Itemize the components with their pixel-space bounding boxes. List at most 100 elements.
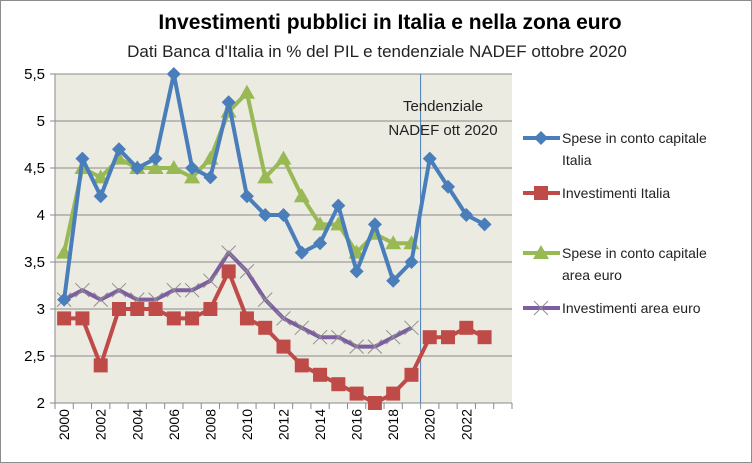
data-point-investimenti-italia	[130, 302, 145, 316]
data-point-investimenti-italia	[111, 302, 126, 316]
data-point-spese-in-conto-capitale-italia	[349, 264, 364, 279]
data-point-spese-in-conto-capitale-italia	[239, 189, 254, 204]
data-point-spese-in-conto-capitale-italia	[331, 198, 346, 213]
data-point-investimenti-area-euro	[349, 339, 364, 354]
x-marker-stroke	[294, 320, 310, 336]
data-point-investimenti-italia	[441, 330, 456, 345]
x-tick-label: 2012	[276, 409, 292, 440]
data-point-spese-in-conto-capitale-italia	[422, 151, 437, 166]
data-point-investimenti-area-euro	[276, 311, 291, 326]
data-point-spese-in-conto-capitale-italia	[111, 142, 126, 157]
y-tick-label: 2,5	[24, 348, 45, 365]
legend-marker-icon	[533, 300, 549, 316]
y-tick-label: 3	[37, 301, 45, 318]
data-point-spese-in-conto-capitale-area-euro	[147, 160, 164, 174]
data-point-investimenti-italia	[93, 358, 108, 373]
data-point-investimenti-italia	[477, 330, 492, 345]
data-point-spese-in-conto-capitale-italia	[148, 151, 163, 166]
data-point-spese-in-conto-capitale-area-euro	[184, 169, 201, 184]
x-marker-stroke	[312, 329, 328, 345]
data-point-investimenti-italia	[294, 358, 309, 373]
x-marker-stroke	[221, 245, 237, 260]
series-line-investimenti-area-euro	[63, 250, 413, 349]
x-tick-label: 2002	[93, 409, 109, 440]
data-point-investimenti-area-euro	[75, 282, 90, 298]
legend-label-line-2: Italia	[562, 152, 592, 168]
x-marker-stroke	[75, 282, 90, 298]
data-point-spese-in-conto-capitale-area-euro	[92, 169, 109, 184]
x-marker-stroke	[203, 273, 218, 289]
data-point-spese-in-conto-capitale-area-euro	[385, 235, 402, 250]
data-point-investimenti-area-euro	[404, 320, 419, 336]
x-marker-stroke	[330, 329, 346, 345]
data-point-investimenti-italia	[313, 367, 328, 382]
y-tick-label: 4,5	[24, 160, 45, 177]
data-point-investimenti-area-euro	[367, 339, 383, 354]
y-tick-label: 4	[37, 207, 45, 224]
legend-item-spese-in-conto-capitale-area-euro: Spese in conto capitale area euro	[523, 245, 707, 283]
data-point-investimenti-area-euro	[257, 292, 273, 307]
chart-subtitle: Dati Banca d'Italia in % del PIL e tende…	[127, 42, 627, 61]
x-marker-stroke	[239, 264, 255, 279]
legend-label: Investimenti Italia	[562, 185, 670, 201]
annotation-line-2: NADEF ott 2020	[388, 122, 497, 139]
data-point-investimenti-area-euro	[111, 282, 127, 298]
x-marker-stroke	[93, 292, 109, 307]
y-tick-label: 5,5	[24, 66, 45, 83]
data-point-spese-in-conto-capitale-italia	[477, 217, 492, 232]
y-tick-label: 2	[37, 395, 45, 412]
x-tick-label: 2000	[56, 409, 72, 440]
legend: Spese in conto capitale Italia Investiment…	[523, 130, 707, 316]
data-point-spese-in-conto-capitale-italia	[75, 151, 90, 166]
legend-item-spese-in-conto-capitale-italia: Spese in conto capitale Italia	[523, 130, 707, 168]
data-point-investimenti-italia	[422, 330, 437, 345]
data-point-investimenti-area-euro	[203, 273, 218, 289]
chart-title: Investimenti pubblici in Italia e nella …	[158, 11, 621, 34]
data-point-spese-in-conto-capitale-italia	[459, 208, 474, 222]
data-point-spese-in-conto-capitale-area-euro	[275, 150, 292, 165]
x-marker-stroke	[349, 339, 364, 354]
y-tick-label: 3,5	[24, 254, 45, 271]
data-point-spese-in-conto-capitale-italia	[294, 245, 309, 260]
data-point-spese-in-conto-capitale-italia	[57, 292, 72, 307]
annotation-line-1: Tendenziale	[403, 98, 483, 115]
data-point-investimenti-italia	[239, 311, 254, 326]
legend-item-investimenti-area-euro: Investimenti area euro	[523, 300, 701, 316]
x-marker-stroke	[533, 300, 549, 316]
data-point-investimenti-italia	[349, 386, 364, 401]
legend-label: Spese in conto capitale	[562, 245, 707, 261]
legend-marker-icon	[534, 131, 548, 145]
data-point-spese-in-conto-capitale-italia	[386, 273, 401, 288]
data-point-investimenti-italia	[185, 311, 200, 326]
x-tick-label: 2022	[458, 409, 474, 440]
x-marker-stroke	[111, 282, 127, 298]
data-point-spese-in-conto-capitale-area-euro	[238, 84, 255, 99]
data-point-investimenti-italia	[203, 302, 218, 316]
legend-label: Spese in conto capitale	[562, 130, 707, 146]
data-point-investimenti-italia	[258, 320, 273, 335]
x-marker-stroke	[385, 329, 401, 345]
x-tick-label: 2010	[239, 409, 255, 440]
data-point-investimenti-italia	[386, 386, 401, 401]
x-marker-stroke	[367, 339, 383, 354]
data-point-investimenti-italia	[75, 311, 90, 326]
data-point-spese-in-conto-capitale-area-euro	[165, 160, 182, 174]
data-point-spese-in-conto-capitale-area-euro	[257, 169, 274, 184]
data-point-spese-in-conto-capitale-italia	[93, 189, 108, 204]
data-point-investimenti-area-euro	[385, 329, 401, 345]
data-point-investimenti-area-euro	[330, 329, 346, 345]
data-point-investimenti-italia	[221, 264, 236, 279]
data-point-investimenti-area-euro	[184, 282, 200, 298]
data-point-investimenti-area-euro	[166, 282, 182, 298]
data-point-spese-in-conto-capitale-italia	[166, 67, 181, 81]
data-point-spese-in-conto-capitale-italia	[276, 208, 291, 222]
x-marker-stroke	[257, 292, 273, 307]
legend-label-line-2: area euro	[562, 267, 622, 283]
x-tick-label: 2020	[422, 409, 438, 440]
data-point-spese-in-conto-capitale-italia	[258, 208, 273, 222]
data-point-investimenti-italia	[148, 302, 163, 316]
x-tick-label: 2018	[385, 409, 401, 440]
data-point-spese-in-conto-capitale-italia	[130, 161, 145, 175]
data-point-spese-in-conto-capitale-italia	[404, 255, 419, 269]
